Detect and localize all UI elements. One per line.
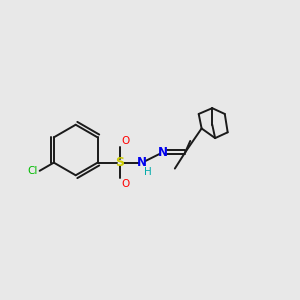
Text: Cl: Cl (28, 166, 38, 176)
Text: H: H (144, 167, 152, 177)
Text: N: N (137, 156, 147, 169)
Text: O: O (122, 136, 130, 146)
Text: N: N (158, 146, 168, 159)
Text: O: O (122, 179, 130, 189)
Text: S: S (116, 156, 124, 169)
